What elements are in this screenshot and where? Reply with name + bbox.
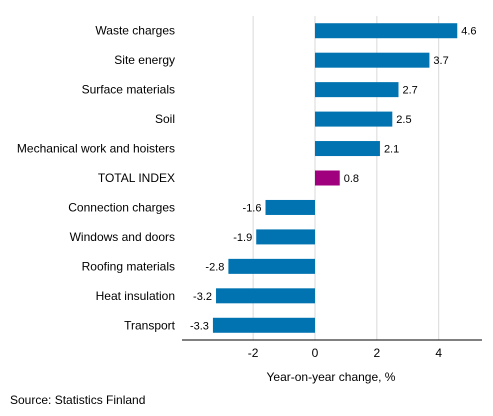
bar bbox=[228, 258, 315, 274]
category-label: Mechanical work and hoisters bbox=[17, 142, 175, 156]
x-tick-label: 0 bbox=[312, 346, 319, 360]
value-label: 3.7 bbox=[433, 55, 448, 67]
value-label: 4.6 bbox=[461, 26, 476, 38]
category-label: Roofing materials bbox=[82, 259, 175, 273]
value-label: 2.1 bbox=[384, 144, 399, 156]
x-tick-label: 2 bbox=[374, 346, 381, 360]
value-label: -3.3 bbox=[190, 320, 209, 332]
bar bbox=[216, 288, 315, 304]
category-labels: Waste charges Site energy Surface material… bbox=[17, 24, 176, 333]
category-label: TOTAL INDEX bbox=[98, 171, 175, 185]
x-tick-label: 4 bbox=[435, 346, 442, 360]
value-label: 0.8 bbox=[344, 173, 359, 185]
x-tick-label: -2 bbox=[248, 346, 259, 360]
bars bbox=[212, 23, 458, 333]
bar bbox=[314, 82, 399, 98]
category-label: Connection charges bbox=[68, 200, 175, 214]
bar bbox=[314, 52, 430, 68]
value-label: -2.8 bbox=[205, 261, 224, 273]
category-label: Transport bbox=[124, 318, 176, 332]
source-note: Source: Statistics Finland bbox=[10, 393, 145, 407]
category-label: Soil bbox=[155, 112, 175, 126]
value-label: -1.6 bbox=[243, 202, 262, 214]
value-label: -1.9 bbox=[233, 232, 252, 244]
bar bbox=[314, 141, 380, 157]
category-label: Surface materials bbox=[82, 83, 175, 97]
bar bbox=[265, 199, 315, 215]
category-label: Heat insulation bbox=[96, 289, 175, 303]
value-label: -3.2 bbox=[193, 291, 212, 303]
category-label: Site energy bbox=[114, 53, 175, 67]
bar bbox=[256, 229, 315, 245]
bar bbox=[314, 111, 393, 127]
value-labels: 4.6 3.7 2.7 2.5 2.1 0.8 -1.6 -1.9 -2.8 -3.2 -3.3 bbox=[190, 26, 477, 333]
x-axis: -2 0 2 4 bbox=[182, 339, 482, 360]
value-label: 2.5 bbox=[396, 114, 411, 126]
category-label: Windows and doors bbox=[70, 230, 175, 244]
bar bbox=[212, 317, 315, 333]
x-axis-title: Year-on-year change, % bbox=[267, 370, 396, 384]
category-label: Waste charges bbox=[95, 24, 175, 38]
bar bbox=[314, 23, 458, 39]
value-label: 2.7 bbox=[402, 85, 417, 97]
bar bbox=[314, 170, 340, 186]
grid-lines bbox=[252, 16, 440, 340]
